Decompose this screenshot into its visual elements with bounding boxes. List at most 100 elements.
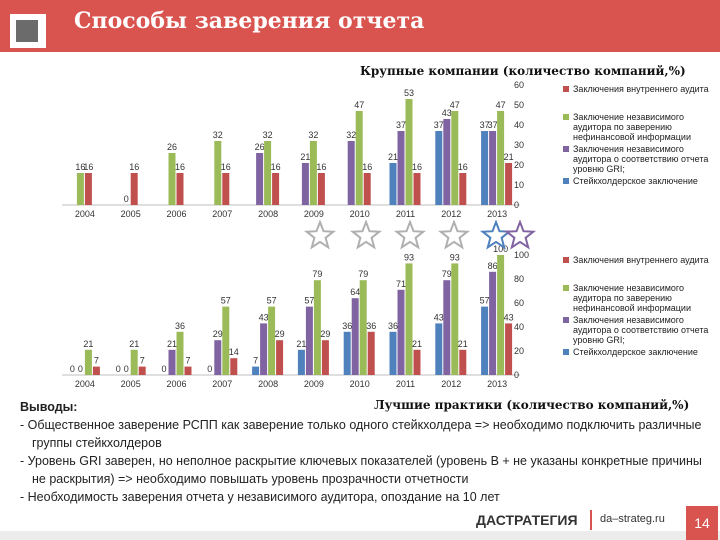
y-tick-label: 50 [514, 100, 524, 110]
data-label: 29 [213, 329, 223, 339]
x-tick-label: 2009 [304, 209, 324, 219]
data-label: 29 [320, 329, 330, 339]
y-tick-label: 40 [514, 120, 524, 130]
bar [130, 173, 138, 205]
y-tick-label: 60 [514, 80, 524, 90]
y-tick-label: 20 [514, 346, 524, 356]
star-icon [393, 220, 427, 250]
x-tick-label: 2007 [212, 379, 232, 389]
legend-item: Заключения внутреннего аудита [563, 255, 713, 265]
y-tick-label: 30 [514, 140, 524, 150]
data-label: 57 [267, 296, 277, 306]
data-label: 37 [488, 120, 498, 130]
data-label: 47 [354, 100, 364, 110]
data-label: 36 [366, 321, 376, 331]
data-label: 43 [259, 312, 269, 322]
data-label: 21 [167, 339, 177, 349]
data-label: 37 [396, 120, 406, 130]
data-label: 64 [350, 287, 360, 297]
x-tick-label: 2010 [350, 379, 370, 389]
data-label: 37 [480, 120, 490, 130]
bar [317, 173, 325, 205]
data-label: 43 [504, 312, 514, 322]
bar [397, 131, 405, 205]
footer-bar [0, 531, 720, 540]
bar [84, 173, 92, 205]
bar [176, 331, 184, 375]
data-label: 21 [129, 339, 139, 349]
site-link[interactable]: da–strateg.ru [600, 513, 665, 525]
data-label: 47 [496, 100, 506, 110]
data-label: 79 [442, 269, 452, 279]
bar [481, 306, 489, 375]
bar [214, 340, 222, 375]
x-tick-label: 2006 [166, 379, 186, 389]
bar [313, 280, 321, 375]
bar [405, 263, 413, 375]
bar [351, 298, 359, 375]
bar [138, 366, 146, 375]
data-label: 16 [271, 162, 281, 172]
y-tick-label: 40 [514, 322, 524, 332]
conclusions: Выводы: - Общественное заверение РСПП ка… [20, 398, 710, 506]
data-label: 7 [253, 356, 258, 366]
bar [451, 111, 459, 205]
data-label: 47 [450, 100, 460, 110]
data-label: 57 [480, 296, 490, 306]
x-tick-label: 2012 [441, 379, 461, 389]
x-tick-label: 2013 [487, 379, 507, 389]
legend-item: Заключения независимого аудитора о соотв… [563, 144, 713, 174]
data-label: 79 [358, 269, 368, 279]
bar [130, 349, 138, 375]
data-label: 16 [221, 162, 231, 172]
bar [505, 323, 513, 375]
data-label: 36 [342, 321, 352, 331]
data-label: 43 [434, 312, 444, 322]
data-label: 43 [442, 108, 452, 118]
bar [256, 153, 264, 205]
data-label: 32 [346, 130, 356, 140]
data-label: 0 [78, 364, 83, 374]
data-label: 16 [362, 162, 372, 172]
data-label: 21 [83, 339, 93, 349]
bar [168, 349, 176, 375]
bar [405, 99, 413, 205]
data-label: 14 [229, 347, 239, 357]
bar [459, 349, 467, 375]
legend-top: Заключения внутреннего аудита Заключение… [563, 84, 713, 188]
data-label: 71 [396, 279, 406, 289]
data-label: 21 [300, 152, 310, 162]
bar [92, 366, 100, 375]
chart-large-companies: 0102030405060161620040162005261620063216… [62, 80, 524, 219]
data-label: 93 [450, 252, 460, 262]
data-label: 0 [124, 194, 129, 204]
logo-icon [10, 14, 46, 48]
y-tick-label: 80 [514, 274, 524, 284]
conclusions-title: Выводы: [20, 400, 78, 414]
page-title: Способы заверения отчета [74, 8, 425, 34]
legend-item: Заключения независимого аудитора о соотв… [563, 315, 713, 345]
y-tick-label: 0 [514, 370, 519, 380]
data-label: 7 [185, 356, 190, 366]
x-tick-label: 2011 [396, 209, 415, 219]
x-tick-label: 2004 [75, 209, 95, 219]
y-tick-label: 100 [514, 250, 529, 260]
bar [297, 349, 305, 375]
data-label: 16 [129, 162, 139, 172]
bar [489, 271, 497, 375]
bar [413, 173, 421, 205]
bar [252, 366, 260, 375]
bar [76, 173, 84, 205]
footer-divider [590, 510, 592, 530]
bar [222, 173, 230, 205]
y-tick-label: 20 [514, 160, 524, 170]
data-label: 16 [412, 162, 422, 172]
bar [389, 163, 397, 205]
bar [176, 173, 184, 205]
bar [343, 331, 351, 375]
data-label: 16 [316, 162, 326, 172]
data-label: 100 [493, 245, 508, 254]
data-label: 7 [140, 356, 145, 366]
data-label: 53 [404, 88, 414, 98]
